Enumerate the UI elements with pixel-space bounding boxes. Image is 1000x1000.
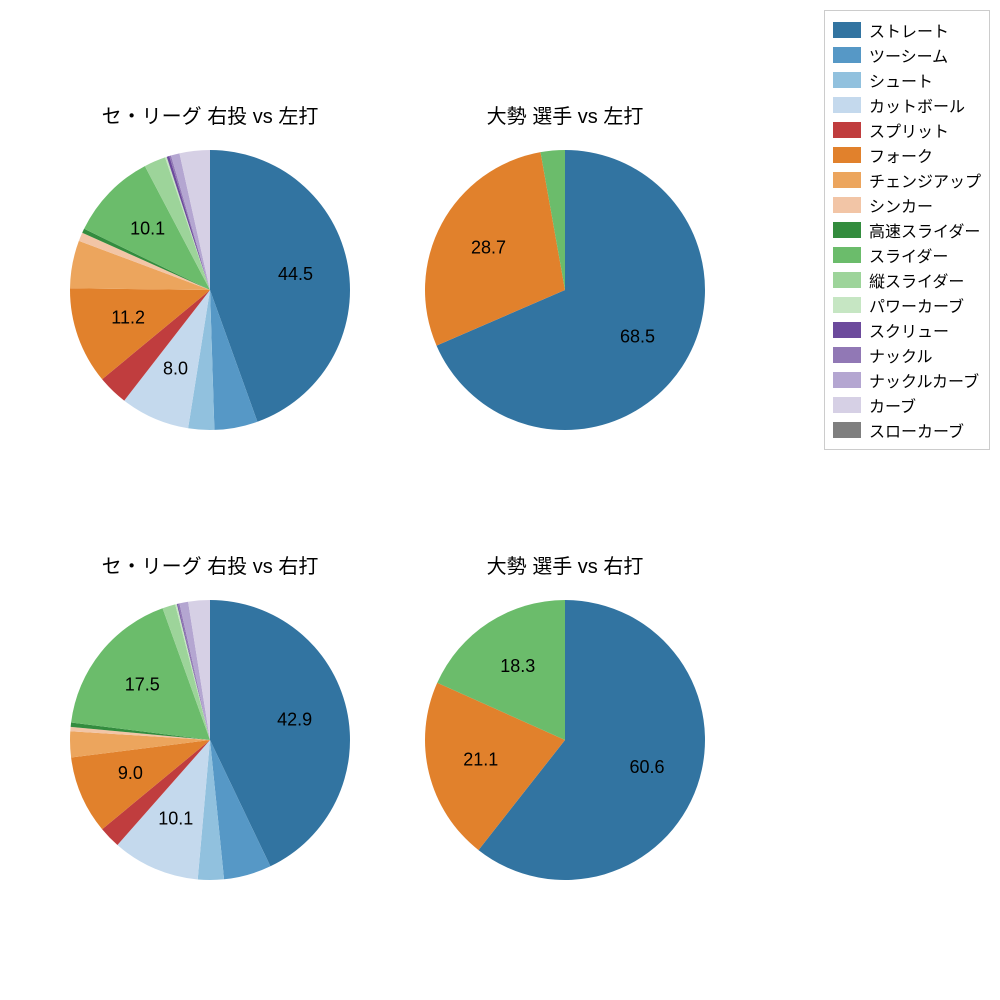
legend-label: シュート	[869, 68, 933, 92]
pie-chart-top-left: 44.5 8.0 11.2 10.1	[40, 120, 380, 460]
legend-swatch	[833, 47, 861, 63]
legend-label: スローカーブ	[869, 418, 964, 442]
legend-item: カーブ	[833, 393, 981, 417]
legend-item: フォーク	[833, 143, 981, 167]
legend-label: スプリット	[869, 118, 949, 142]
legend-swatch	[833, 372, 861, 388]
legend-swatch	[833, 197, 861, 213]
slice-label: 44.5	[278, 264, 313, 284]
legend-label: スクリュー	[869, 318, 949, 342]
legend-swatch	[833, 272, 861, 288]
legend-item: チェンジアップ	[833, 168, 981, 192]
legend-item: スローカーブ	[833, 418, 981, 442]
legend-label: カットボール	[869, 93, 965, 117]
legend-swatch	[833, 347, 861, 363]
pie-chart-top-right: 68.5 28.7	[395, 120, 735, 460]
legend-swatch	[833, 22, 861, 38]
legend-label: ツーシーム	[869, 43, 948, 67]
legend-swatch	[833, 72, 861, 88]
legend-label: チェンジアップ	[869, 168, 981, 192]
legend-item: ナックル	[833, 343, 981, 367]
legend-label: 高速スライダー	[869, 218, 980, 242]
slice-label: 8.0	[163, 358, 188, 378]
legend-label: シンカー	[869, 193, 933, 217]
slice-label: 21.1	[463, 750, 498, 770]
legend-item: 縦スライダー	[833, 268, 981, 292]
legend-item: シンカー	[833, 193, 981, 217]
pie-chart-bottom-right: 60.6 21.1 18.3	[395, 570, 735, 910]
legend-item: シュート	[833, 68, 981, 92]
legend: ストレートツーシームシュートカットボールスプリットフォークチェンジアップシンカー…	[824, 10, 990, 450]
legend-swatch	[833, 247, 861, 263]
legend-item: ストレート	[833, 18, 981, 42]
legend-label: スライダー	[869, 243, 948, 267]
legend-label: カーブ	[869, 393, 916, 417]
legend-swatch	[833, 97, 861, 113]
legend-swatch	[833, 122, 861, 138]
legend-label: ナックル	[869, 343, 933, 367]
slice-label: 9.0	[118, 763, 143, 783]
legend-swatch	[833, 222, 861, 238]
legend-item: ナックルカーブ	[833, 368, 981, 392]
slice-label: 68.5	[620, 326, 655, 346]
legend-swatch	[833, 297, 861, 313]
slice-label: 17.5	[125, 674, 160, 694]
legend-item: スクリュー	[833, 318, 981, 342]
legend-label: 縦スライダー	[869, 268, 964, 292]
slice-label: 42.9	[277, 710, 312, 730]
legend-swatch	[833, 422, 861, 438]
legend-swatch	[833, 322, 861, 338]
legend-label: ストレート	[869, 18, 949, 42]
slice-label: 10.1	[158, 809, 193, 829]
slice-label: 11.2	[111, 308, 145, 328]
legend-item: ツーシーム	[833, 43, 981, 67]
legend-label: ナックルカーブ	[869, 368, 979, 392]
legend-item: パワーカーブ	[833, 293, 981, 317]
legend-item: スライダー	[833, 243, 981, 267]
legend-label: パワーカーブ	[869, 293, 964, 317]
pie-chart-bottom-left: 42.9 10.1 9.0 17.5	[40, 570, 380, 910]
legend-item: スプリット	[833, 118, 981, 142]
slice-label: 18.3	[500, 656, 535, 676]
legend-item: カットボール	[833, 93, 981, 117]
legend-label: フォーク	[869, 143, 933, 167]
legend-swatch	[833, 147, 861, 163]
slice-label: 28.7	[471, 238, 506, 258]
legend-swatch	[833, 397, 861, 413]
slice-label: 10.1	[130, 218, 165, 238]
slice-label: 60.6	[630, 757, 665, 777]
legend-item: 高速スライダー	[833, 218, 981, 242]
legend-swatch	[833, 172, 861, 188]
